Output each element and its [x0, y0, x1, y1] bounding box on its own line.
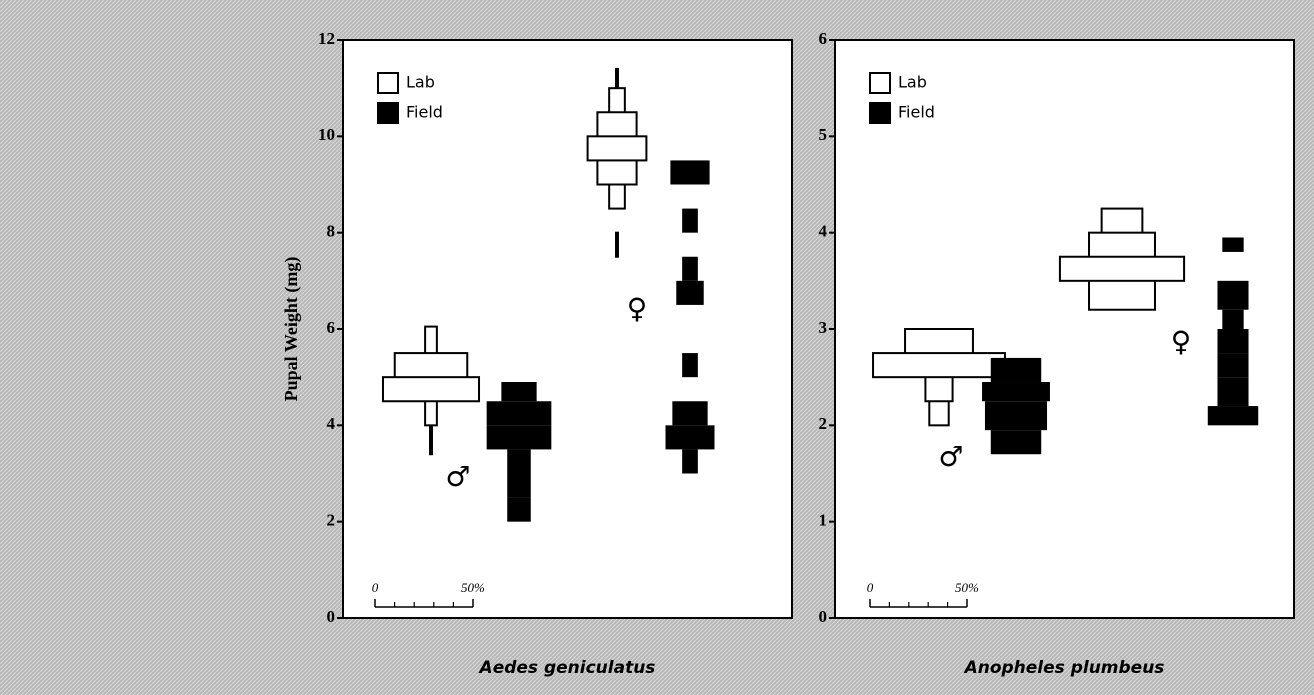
- sex-label: ♂: [445, 460, 470, 493]
- legend-swatch: [869, 72, 891, 94]
- scale-label: 0: [867, 580, 874, 595]
- y-tick-label: 0: [327, 607, 336, 626]
- kite-outline: [615, 67, 619, 90]
- scale-label: 50%: [955, 580, 979, 595]
- kite-segment: [426, 402, 436, 425]
- legend-swatch: [377, 102, 399, 124]
- kite-segment: [507, 473, 531, 498]
- kite-segment: [1217, 377, 1249, 407]
- y-tick-label: 10: [318, 125, 335, 144]
- kite-segment: [501, 381, 537, 402]
- kite-segment: [1102, 209, 1142, 232]
- chart-title: Anopheles plumbeus: [963, 658, 1165, 678]
- kite-segment: [990, 357, 1042, 382]
- kite-outline: [615, 231, 619, 258]
- kite-segment: [383, 378, 479, 401]
- kite-segment: [982, 381, 1050, 402]
- kite-segment: [676, 280, 704, 305]
- y-axis-label: Pupal Weight (mg): [281, 257, 302, 402]
- kite-segment: [1217, 353, 1249, 378]
- kite-segment: [682, 449, 698, 474]
- kite-segment: [665, 425, 715, 450]
- kite-segment: [682, 208, 698, 233]
- plot-area: [342, 39, 793, 619]
- y-tick-label: 4: [819, 222, 828, 241]
- y-tick-label: 5: [819, 125, 828, 144]
- kite-segment: [610, 89, 624, 112]
- kite-segment: [670, 160, 710, 185]
- y-tick-label: 8: [327, 222, 336, 241]
- y-tick-label: 2: [327, 511, 336, 530]
- legend-label: Field: [406, 103, 443, 122]
- kite-segment: [1222, 309, 1244, 329]
- kite-segment: [906, 330, 972, 353]
- kite-segment: [926, 378, 952, 401]
- kite-segment: [598, 113, 636, 136]
- kite-segment: [610, 185, 624, 208]
- legend-swatch: [869, 102, 891, 124]
- legend-label: Field: [898, 103, 935, 122]
- y-tick-label: 0: [819, 607, 828, 626]
- sex-label: ♀: [1171, 325, 1192, 358]
- kite-segment: [1222, 237, 1244, 252]
- y-tick-label: 12: [318, 29, 335, 48]
- y-tick-label: 6: [327, 318, 336, 337]
- sex-label: ♀: [627, 292, 648, 325]
- kite-segment: [1090, 281, 1154, 309]
- legend-label: Lab: [406, 73, 435, 92]
- y-tick-label: 3: [819, 318, 828, 337]
- y-tick-label: 4: [327, 414, 336, 433]
- kite-segment: [1060, 257, 1184, 280]
- kite-segment: [682, 256, 698, 281]
- kite-segment: [930, 402, 948, 425]
- kite-segment: [874, 354, 1004, 377]
- sex-label: ♂: [938, 440, 963, 473]
- kite-segment: [1217, 329, 1249, 354]
- kite-segment: [1090, 233, 1154, 256]
- kite-segment: [507, 497, 531, 522]
- kite-segment: [672, 401, 708, 426]
- kite-segment: [395, 354, 467, 377]
- kite-segment: [486, 425, 552, 450]
- y-tick-label: 2: [819, 414, 828, 433]
- kite-segment: [426, 327, 436, 353]
- kite-segment: [990, 430, 1042, 455]
- kite-segment: [984, 401, 1048, 431]
- legend-label: Lab: [898, 73, 927, 92]
- kite-segment: [507, 449, 531, 474]
- kite-segment: [588, 137, 646, 160]
- y-tick-label: 6: [819, 29, 828, 48]
- kite-segment: [682, 353, 698, 378]
- kite-outline: [429, 424, 433, 456]
- legend-swatch: [377, 72, 399, 94]
- y-tick-label: 1: [819, 511, 828, 530]
- kite-segment: [598, 161, 636, 184]
- kite-segment: [1207, 406, 1259, 426]
- scale-label: 50%: [461, 580, 485, 595]
- chart-title: Aedes geniculatus: [478, 658, 656, 678]
- scale-label: 0: [372, 580, 379, 595]
- kite-segment: [486, 401, 552, 426]
- kite-segment: [1217, 280, 1249, 310]
